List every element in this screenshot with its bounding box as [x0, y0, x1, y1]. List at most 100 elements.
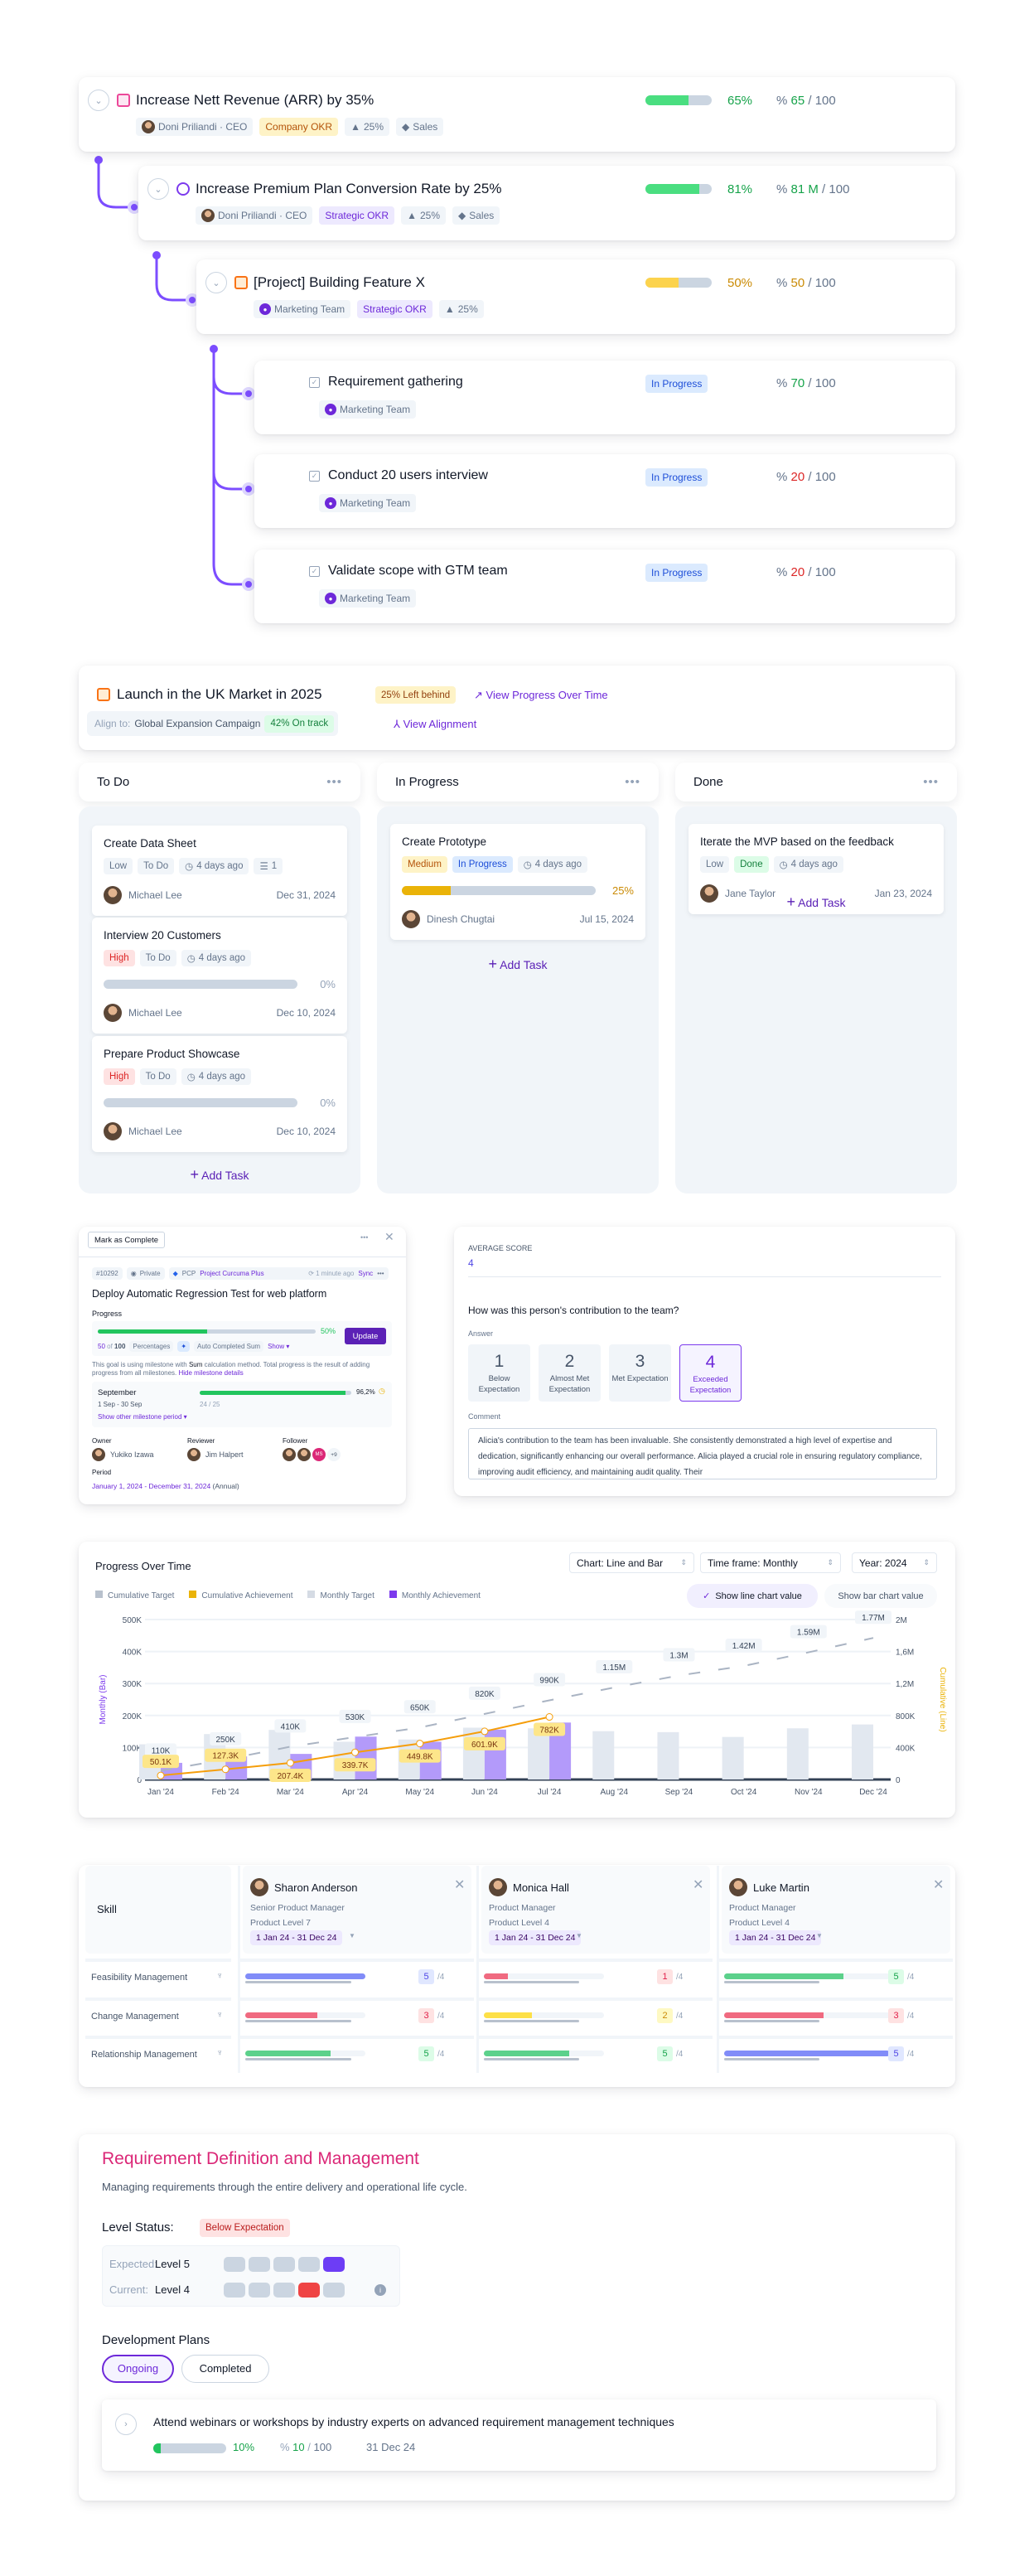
chevron-down-icon[interactable]: ⌄: [205, 272, 227, 293]
chevron-down-icon[interactable]: ⌄: [147, 178, 169, 200]
legend-item[interactable]: Monthly Target: [307, 1591, 374, 1600]
info-icon[interactable]: i: [374, 2284, 386, 2296]
timeframe-select[interactable]: Time frame: Monthly ⇕: [700, 1552, 841, 1573]
okr-progress-bar: [645, 95, 712, 105]
task-card[interactable]: ✓ Validate scope with GTM team ● Marketin…: [254, 550, 955, 623]
view-progress-link[interactable]: ↗ View Progress Over Time: [474, 689, 608, 701]
owner-chip[interactable]: Doni Priliandi · CEO: [196, 206, 313, 225]
show-other-milestone[interactable]: Show other milestone period ▾: [98, 1413, 187, 1421]
tag-chip[interactable]: ◆ Sales: [396, 118, 444, 136]
period-select[interactable]: 1 Jan 24 - 31 Dec 24: [250, 1930, 343, 1945]
score-option[interactable]: 3 Met Expectation: [609, 1344, 671, 1402]
progress-box: 50% Update 50 of 100 Percentages ✦ Auto …: [92, 1321, 392, 1356]
okr-card[interactable]: ⌄ Increase Premium Plan Conversion Rate …: [138, 166, 955, 240]
point-cumulative-achievement: [481, 1727, 489, 1736]
checkbox-icon[interactable]: ✓: [309, 471, 320, 482]
team-chip[interactable]: ● Marketing Team: [319, 400, 417, 419]
toggle-line-values[interactable]: ✓ Show line chart value: [687, 1584, 818, 1608]
add-task-button[interactable]: + Add Task: [786, 893, 846, 910]
x-tick: Jan '24: [147, 1788, 174, 1797]
okr-card[interactable]: ⌄ [Project] Building Feature X ● Marketin…: [196, 259, 955, 334]
legend-item[interactable]: Cumulative Target: [95, 1591, 174, 1600]
hide-milestone-link[interactable]: Hide milestone details: [178, 1369, 244, 1377]
kanban-column: Create Prototype Medium In Progress ◷ 4 d…: [377, 806, 659, 1194]
score-option[interactable]: 4 Exceeded Expectation: [679, 1344, 742, 1402]
legend-item[interactable]: Monthly Achievement: [389, 1591, 481, 1600]
trophy-icon[interactable]: ♆: [216, 1971, 224, 1981]
level-box: Expected: Level 5 Current: Level 4 i: [102, 2245, 400, 2307]
close-icon[interactable]: ✕: [454, 1878, 466, 1892]
comment-textarea[interactable]: Alicia's contribution to the team has be…: [468, 1428, 937, 1479]
caret-down-icon[interactable]: ▼: [816, 1932, 823, 1939]
score-option[interactable]: 1 Below Expectation: [468, 1344, 530, 1402]
score-badge: 5: [418, 2046, 434, 2061]
skill-score-cell: 5 /4: [479, 2036, 713, 2074]
more-icon[interactable]: •••: [923, 775, 939, 789]
sync-button[interactable]: Sync: [358, 1270, 374, 1277]
caret-down-icon[interactable]: ▼: [349, 1932, 355, 1939]
more-icon[interactable]: •••: [377, 1270, 384, 1277]
task-card[interactable]: ✓ Conduct 20 users interview ● Marketing …: [254, 454, 955, 528]
visibility-chip[interactable]: ◉ Private: [126, 1267, 165, 1280]
checkbox-icon[interactable]: ✓: [309, 566, 320, 577]
close-icon[interactable]: ✕: [384, 1230, 394, 1243]
person-name: Monica Hall: [513, 1881, 569, 1894]
avatar: [187, 1448, 201, 1461]
history-icon: ◷: [779, 860, 788, 870]
expected-level-blocks: [224, 2257, 348, 2272]
skill-row-label: Change Management ♆: [85, 1997, 231, 2036]
tab-completed[interactable]: Completed: [181, 2355, 269, 2383]
caret-down-icon[interactable]: ▼: [576, 1932, 582, 1939]
followers[interactable]: MS +9: [283, 1448, 341, 1461]
more-icon[interactable]: •••: [326, 775, 342, 789]
update-button[interactable]: Update: [345, 1328, 386, 1344]
project-link[interactable]: Project Curcuma Plus: [200, 1270, 264, 1277]
align-value[interactable]: Global Expansion Campaign: [134, 718, 261, 729]
year-select[interactable]: Year: 2024 ⇕: [852, 1552, 937, 1573]
trophy-icon[interactable]: ♆: [216, 2048, 224, 2058]
expected-level-block: [249, 2257, 270, 2272]
add-task-button[interactable]: + Add Task: [488, 956, 548, 972]
score-max: /4: [907, 2050, 915, 2059]
team-chip[interactable]: ● Marketing Team: [319, 589, 417, 608]
kanban-card[interactable]: Interview 20 Customers High To Do ◷ 4 day…: [92, 918, 347, 1034]
period-select[interactable]: 1 Jan 24 - 31 Dec 24: [729, 1930, 822, 1945]
period-select[interactable]: 1 Jan 24 - 31 Dec 24: [489, 1930, 582, 1945]
status-badge: In Progress: [645, 375, 708, 393]
show-dropdown[interactable]: Show ▾: [268, 1343, 290, 1350]
toggle-bar-values[interactable]: Show bar chart value: [824, 1584, 937, 1608]
add-task-button[interactable]: + Add Task: [190, 1166, 249, 1183]
tab-ongoing[interactable]: Ongoing: [102, 2355, 174, 2383]
milestone-range: 1 Sep - 30 Sep: [98, 1401, 143, 1408]
chevron-right-icon[interactable]: ›: [115, 2414, 137, 2435]
checkbox-icon[interactable]: ✓: [309, 377, 320, 388]
x-tick: Feb '24: [212, 1788, 239, 1797]
data-label-cumulative-target: 1.3M: [669, 1652, 688, 1661]
launch-objective-card: Launch in the UK Market in 2025 25% Left…: [79, 666, 955, 750]
legend-item[interactable]: Cumulative Achievement: [189, 1591, 292, 1600]
updown-icon: ⇕: [827, 1558, 833, 1566]
score-option[interactable]: 2 Almost Met Expectation: [539, 1344, 601, 1402]
kanban-card[interactable]: Create Prototype Medium In Progress ◷ 4 d…: [390, 824, 645, 940]
more-icon[interactable]: •••: [625, 775, 640, 789]
okr-card[interactable]: ⌄ Increase Nett Revenue (ARR) by 35% Don…: [79, 77, 955, 152]
close-icon[interactable]: ✕: [933, 1878, 945, 1892]
owner-chip[interactable]: ● Marketing Team: [254, 300, 351, 318]
kanban-card[interactable]: Iterate the MVP based on the feedback Lo…: [689, 824, 944, 914]
data-label-cumulative-target: 250K: [216, 1736, 236, 1745]
chevron-down-icon[interactable]: ⌄: [88, 90, 109, 111]
view-alignment-link[interactable]: ⅄ View Alignment: [394, 718, 477, 730]
team-chip[interactable]: ● Marketing Team: [319, 494, 417, 512]
tag-chip[interactable]: ◆ Sales: [452, 206, 500, 225]
close-icon[interactable]: ✕: [693, 1878, 704, 1892]
kanban-card[interactable]: Prepare Product Showcase High To Do ◷ 4 d…: [92, 1036, 347, 1152]
owner[interactable]: Yukiko Izawa: [92, 1448, 154, 1461]
task-card[interactable]: ✓ Requirement gathering ● Marketing Team …: [254, 361, 955, 434]
trophy-icon[interactable]: ♆: [216, 2010, 224, 2020]
mark-complete-button[interactable]: Mark as Complete: [88, 1232, 165, 1248]
chart-type-select[interactable]: Chart: Line and Bar ⇕: [569, 1552, 694, 1573]
more-menu-icon[interactable]: •••: [360, 1233, 369, 1242]
owner-chip[interactable]: Doni Priliandi · CEO: [136, 118, 254, 136]
kanban-card[interactable]: Create Data Sheet Low To Do ◷ 4 days ago …: [92, 826, 347, 916]
reviewer[interactable]: Jim Halpert: [187, 1448, 244, 1461]
